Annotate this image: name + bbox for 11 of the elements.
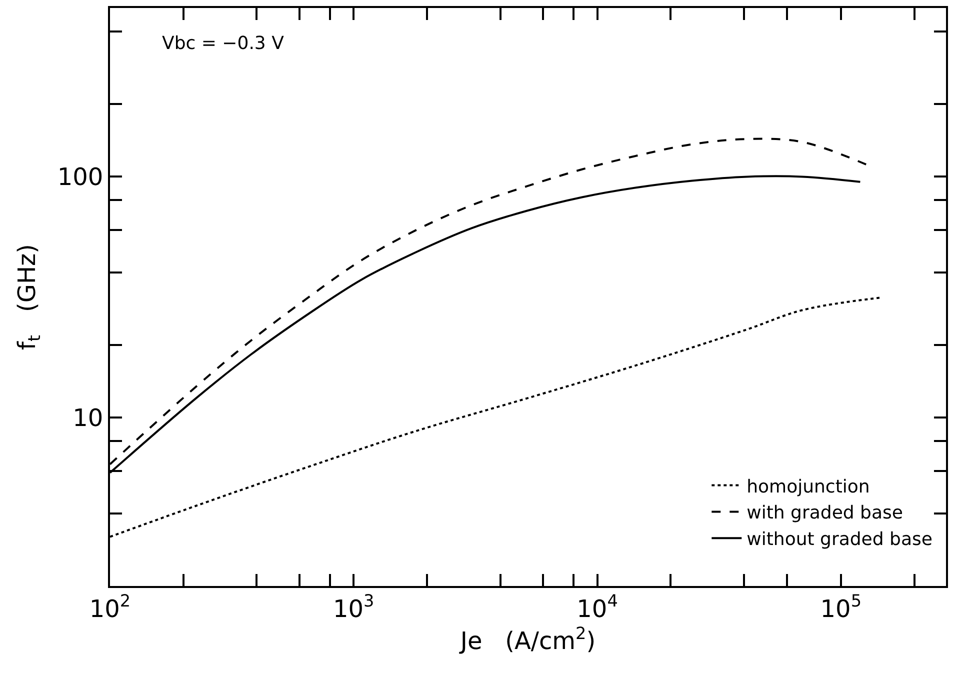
annotation: Vbc = −0.3 V xyxy=(162,33,285,54)
legend-label: with graded base xyxy=(746,502,903,524)
legend-label: without graded base xyxy=(746,529,932,550)
y-tick-label: 100 xyxy=(57,162,104,191)
legend-label: homojunction xyxy=(746,476,870,498)
y-tick-label: 10 xyxy=(72,404,104,432)
x-tick-label: 10$^{4}$ xyxy=(576,590,618,623)
x-axis-title: Je (A/cm$^{2}$) xyxy=(458,622,596,655)
x-tick-label: 10$^{3}$ xyxy=(333,590,374,623)
x-tick-label: 10$^{5}$ xyxy=(820,590,862,623)
x-tick-label: 10$^{2}$ xyxy=(89,590,131,623)
